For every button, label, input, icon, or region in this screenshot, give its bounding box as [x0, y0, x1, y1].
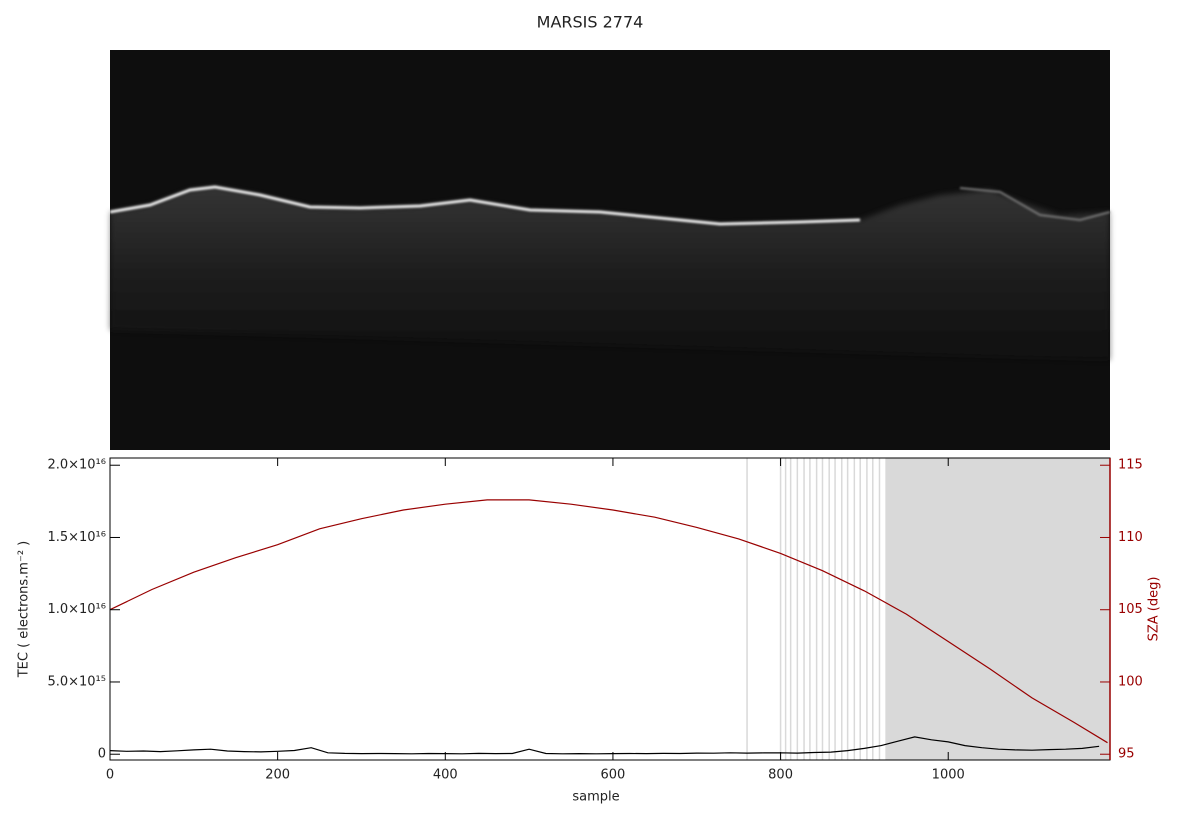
y-axis-label: TEC ( electrons.m⁻² ) [17, 541, 32, 679]
x-axis-label: sample [572, 790, 619, 805]
y-tick-label: 1.5×10¹⁶ [47, 530, 106, 545]
y-tick-label: 2.0×10¹⁶ [47, 458, 106, 473]
y2-tick-label: 115 [1118, 458, 1143, 473]
x-tick-label: 200 [265, 768, 290, 783]
series-line [109, 499, 1108, 744]
y2-axis-label: SZA (deg) [1147, 577, 1162, 642]
x-tick-label: 1000 [932, 768, 965, 783]
chart-title: MARSIS 2774 [537, 13, 644, 32]
series-line [109, 736, 1100, 755]
y-tick-label: 0 [98, 747, 106, 762]
y2-tick-label: 95 [1118, 747, 1135, 762]
x-tick-label: 600 [601, 768, 626, 783]
y-tick-label: 5.0×10¹⁵ [47, 674, 106, 689]
y2-tick-label: 110 [1118, 530, 1143, 545]
x-tick-label: 800 [768, 768, 793, 783]
x-tick-label: 400 [433, 768, 458, 783]
y2-tick-label: 100 [1118, 674, 1143, 689]
radargram [109, 50, 1111, 450]
y-tick-label: 1.0×10¹⁶ [47, 602, 106, 617]
y2-tick-label: 105 [1118, 602, 1143, 617]
x-tick-label: 0 [106, 768, 114, 783]
shade-span [885, 458, 1110, 760]
